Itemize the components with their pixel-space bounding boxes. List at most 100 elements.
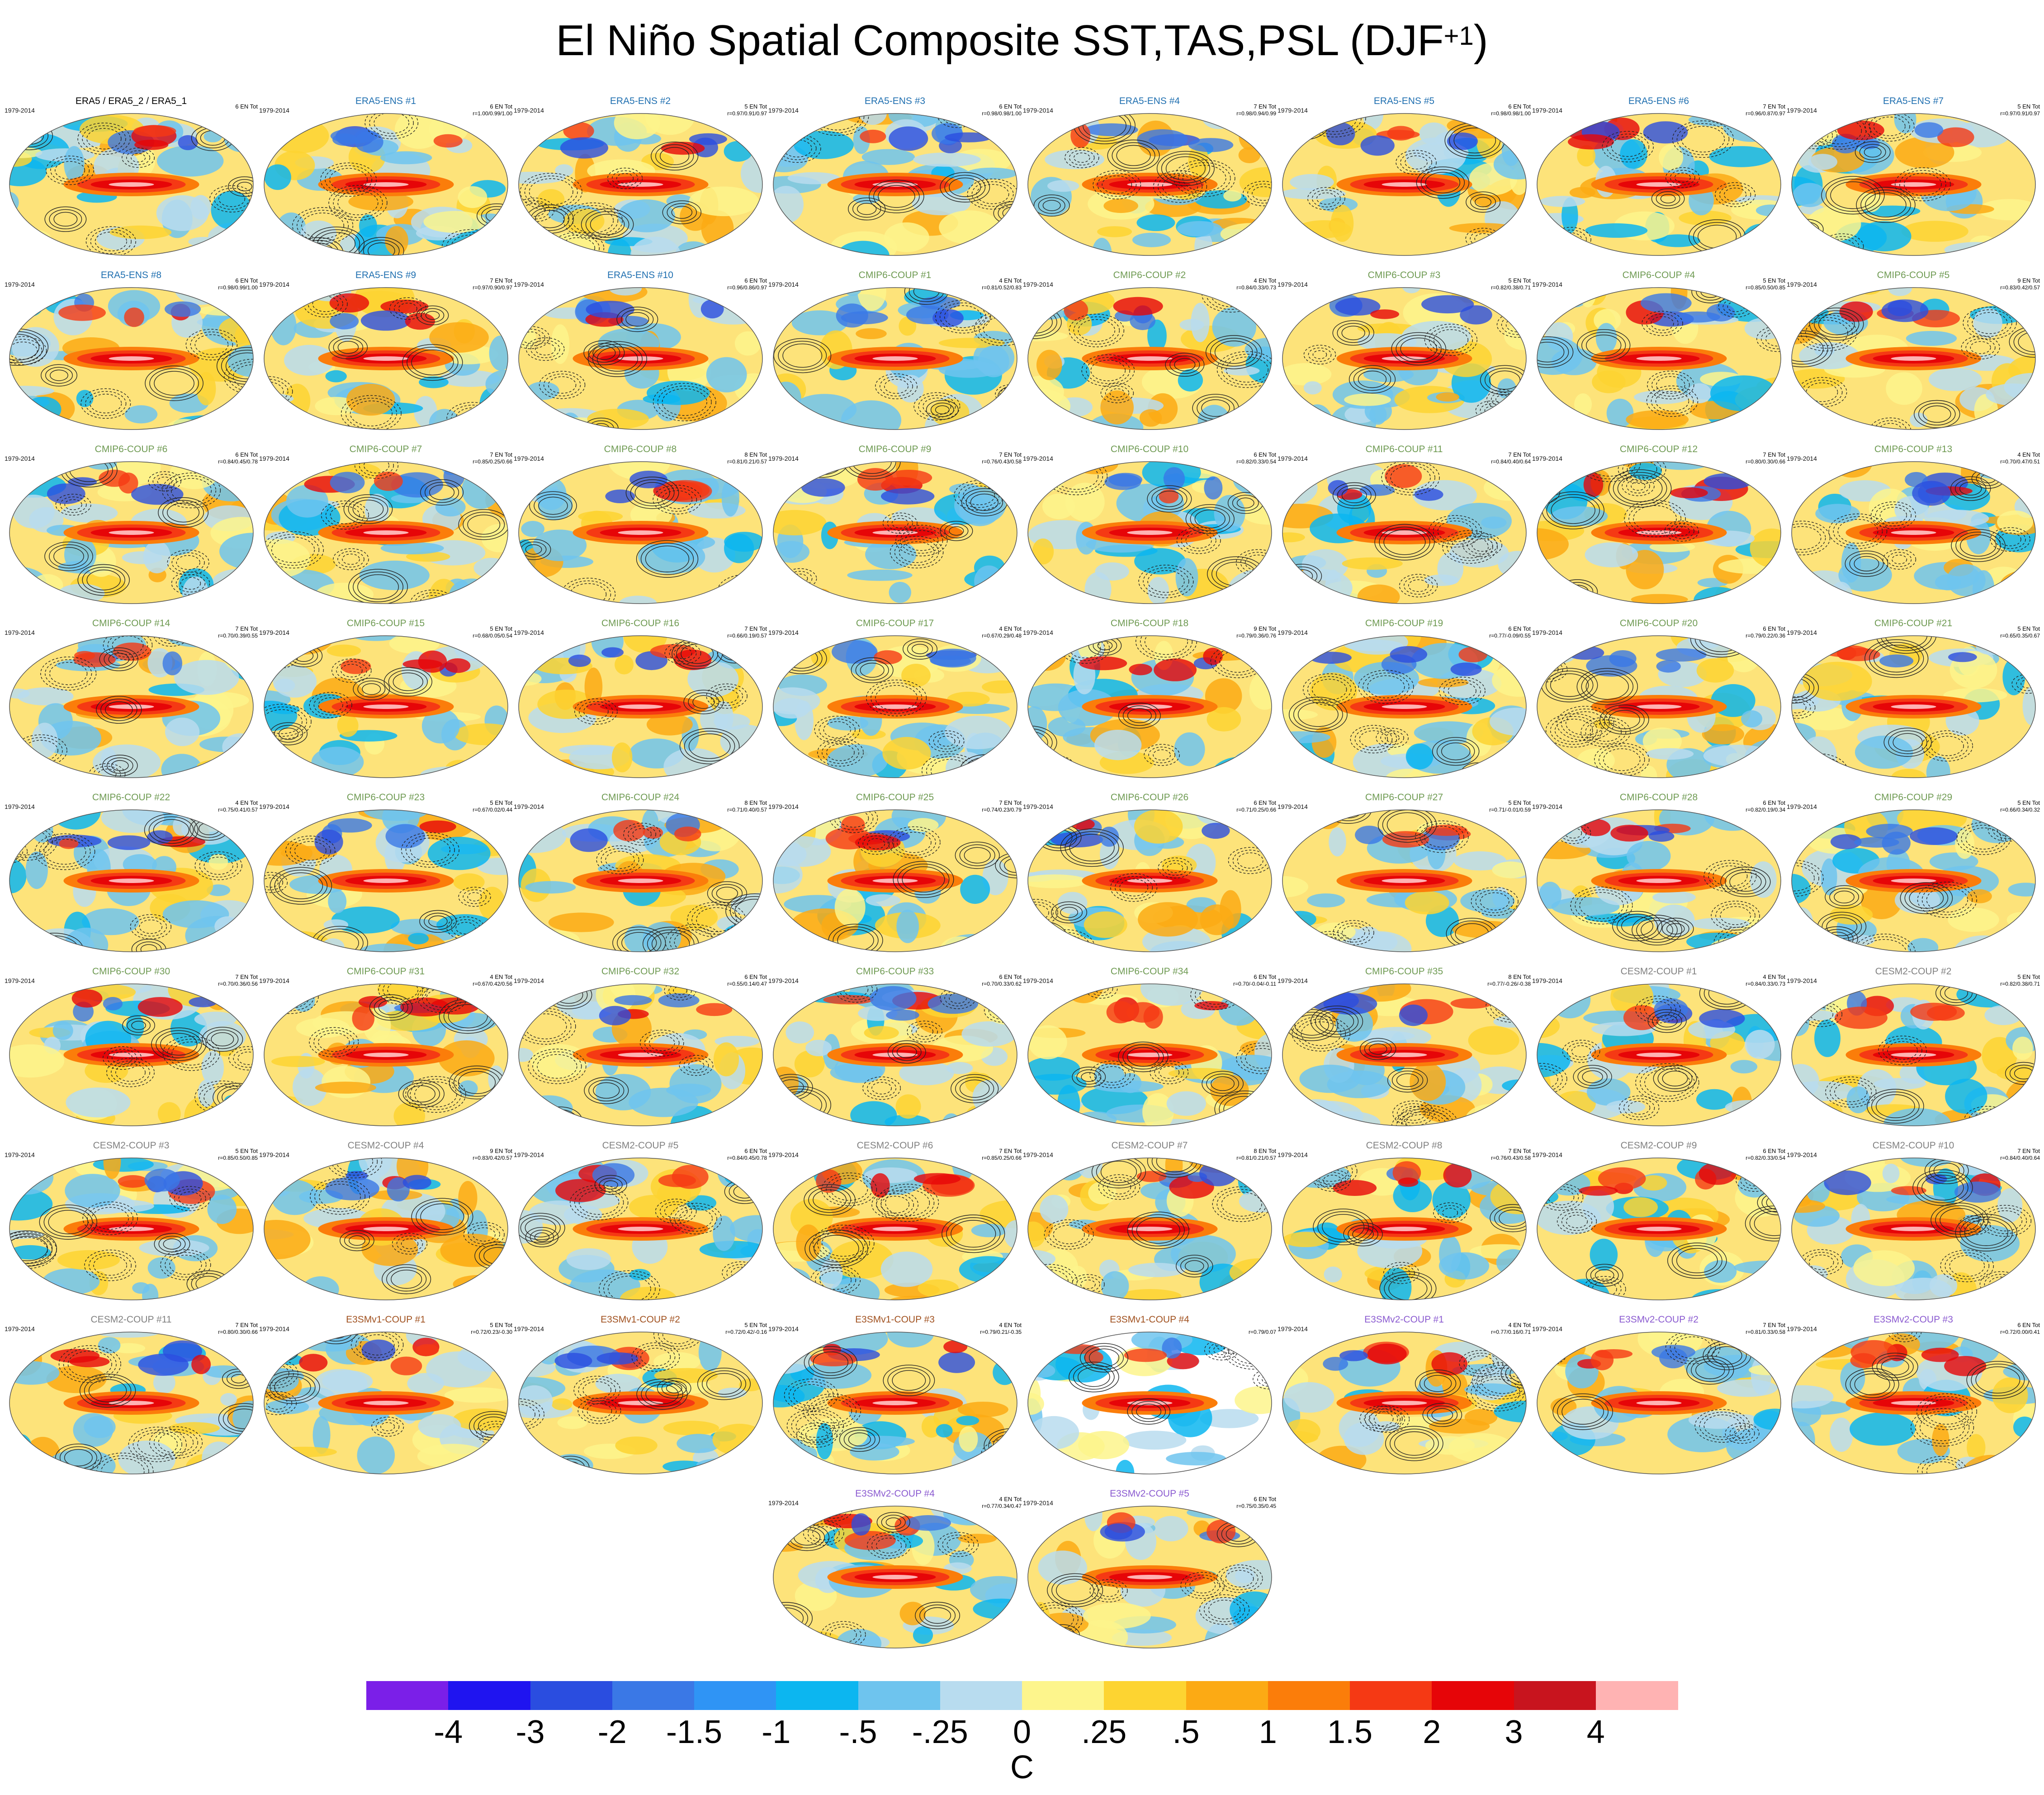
anomaly-patch	[889, 581, 911, 603]
anomaly-patch	[212, 1279, 253, 1300]
anomaly-patch	[1879, 654, 1914, 668]
anomaly-patch	[1307, 893, 1345, 907]
anomaly-patch	[1793, 183, 1826, 208]
anomaly-patch	[1370, 309, 1399, 319]
psl-contour	[1036, 589, 1072, 604]
psl-contour	[1670, 170, 1695, 185]
anomaly-patch	[359, 214, 377, 237]
anomaly-patch	[1414, 488, 1443, 501]
anomaly-patch	[1800, 1115, 1826, 1126]
anomaly-patch	[989, 1332, 1017, 1357]
map-panel: CESM2-COUP #1 1979-2014 4 EN Tot r=0.84/0.3…	[1532, 965, 1785, 1128]
psl-contour	[923, 397, 951, 415]
anomaly-patch	[197, 759, 249, 773]
psl-contour	[1624, 500, 1686, 538]
psl-contour	[1970, 341, 1991, 354]
robinson-map	[1537, 287, 1781, 430]
anomaly-patch	[959, 492, 1001, 526]
psl-contour	[1219, 1335, 1246, 1351]
anomaly-patch	[1815, 504, 1860, 524]
anomaly-patch	[971, 1158, 1017, 1176]
psl-contour	[1681, 126, 1725, 152]
psl-contour	[773, 1290, 793, 1300]
anomaly-patch	[1163, 467, 1185, 491]
anomaly-patch	[1254, 402, 1272, 430]
map-outline	[518, 287, 763, 430]
robinson-map	[518, 635, 763, 778]
robinson-map	[1791, 1157, 2036, 1300]
psl-contour	[662, 388, 707, 416]
panel-event-count: 6 EN Tot	[1254, 973, 1276, 980]
anomaly-patch	[1154, 658, 1197, 681]
anomaly-patch	[601, 647, 624, 658]
anomaly-patch	[841, 311, 888, 325]
anomaly-patch	[856, 328, 887, 339]
panel-event-count: 4 EN Tot	[2017, 451, 2040, 458]
psl-contour	[1282, 466, 1303, 484]
anomaly-patch	[124, 405, 158, 424]
anomaly-patch	[174, 660, 239, 695]
anomaly-patch	[1085, 123, 1138, 137]
psl-contour	[657, 487, 697, 512]
anomaly-patch	[314, 829, 343, 855]
anomaly-patch	[1178, 369, 1203, 392]
panel-event-count: 6 EN Tot	[744, 277, 767, 284]
psl-contour	[1749, 1453, 1781, 1474]
robinson-map	[264, 113, 508, 256]
anomaly-patch	[264, 636, 278, 646]
anomaly-patch	[612, 742, 633, 773]
psl-contour	[530, 340, 560, 359]
psl-contour	[1165, 353, 1205, 377]
anomaly-patch	[9, 241, 55, 255]
anomaly-patch	[1799, 1265, 1828, 1283]
psl-contour	[1626, 479, 1650, 494]
psl-contour	[653, 485, 702, 515]
panel-event-count: 4 EN Tot	[999, 277, 1022, 284]
panel-event-count: 6 EN Tot	[235, 451, 258, 458]
panel-title: ERA5-ENS #7	[1883, 96, 1944, 106]
psl-contour	[328, 185, 388, 221]
map-panel: E3SMv2-COUP #2 1979-2014 7 EN Tot r=0.81/0.…	[1532, 1313, 1785, 1476]
psl-contour	[1381, 462, 1440, 496]
anomaly-patch	[1946, 564, 1986, 596]
anomaly-patch	[792, 394, 857, 425]
psl-contour	[1555, 230, 1587, 250]
robinson-map	[518, 287, 763, 430]
psl-contour	[1201, 399, 1230, 417]
anomaly-patch	[60, 503, 118, 523]
psl-contour	[1792, 219, 1824, 240]
psl-contour	[106, 757, 133, 774]
anomaly-patch	[1028, 636, 1055, 670]
psl-contour	[82, 567, 125, 593]
psl-contour	[946, 113, 968, 123]
psl-contour	[719, 763, 754, 778]
psl-contour	[398, 302, 417, 315]
anomaly-patch	[912, 192, 970, 216]
anomaly-patch	[563, 208, 605, 234]
robinson-map	[1791, 983, 2036, 1126]
psl-contour	[49, 662, 88, 685]
map-panel: E3SMv1-COUP #2 1979-2014 5 EN Tot r=0.72/0.…	[514, 1313, 767, 1476]
panel-event-count: 7 EN Tot	[2017, 1148, 2040, 1154]
anomaly-patch	[1468, 1026, 1519, 1055]
psl-contour	[367, 242, 395, 255]
anomaly-patch	[731, 752, 762, 778]
anomaly-patch	[419, 820, 456, 833]
psl-contour	[534, 494, 573, 518]
anomaly-patch	[1882, 1163, 1900, 1183]
psl-contour	[1404, 576, 1434, 595]
anomaly-patch	[727, 584, 761, 604]
psl-contour	[585, 211, 629, 238]
panel-event-count: 6 EN Tot	[744, 1148, 767, 1154]
anomaly-patch	[1029, 469, 1065, 489]
anomaly-patch	[418, 1414, 461, 1438]
anomaly-patch	[669, 1064, 722, 1104]
anomaly-patch	[1509, 126, 1526, 137]
psl-contour	[1537, 1283, 1570, 1300]
map-outline	[9, 287, 254, 430]
psl-contour	[529, 178, 573, 205]
panel-period: 1979-2014	[5, 107, 35, 114]
anomaly-patch	[775, 1158, 799, 1184]
anomaly-patch	[1028, 984, 1077, 1002]
anomaly-patch	[1537, 462, 1582, 474]
